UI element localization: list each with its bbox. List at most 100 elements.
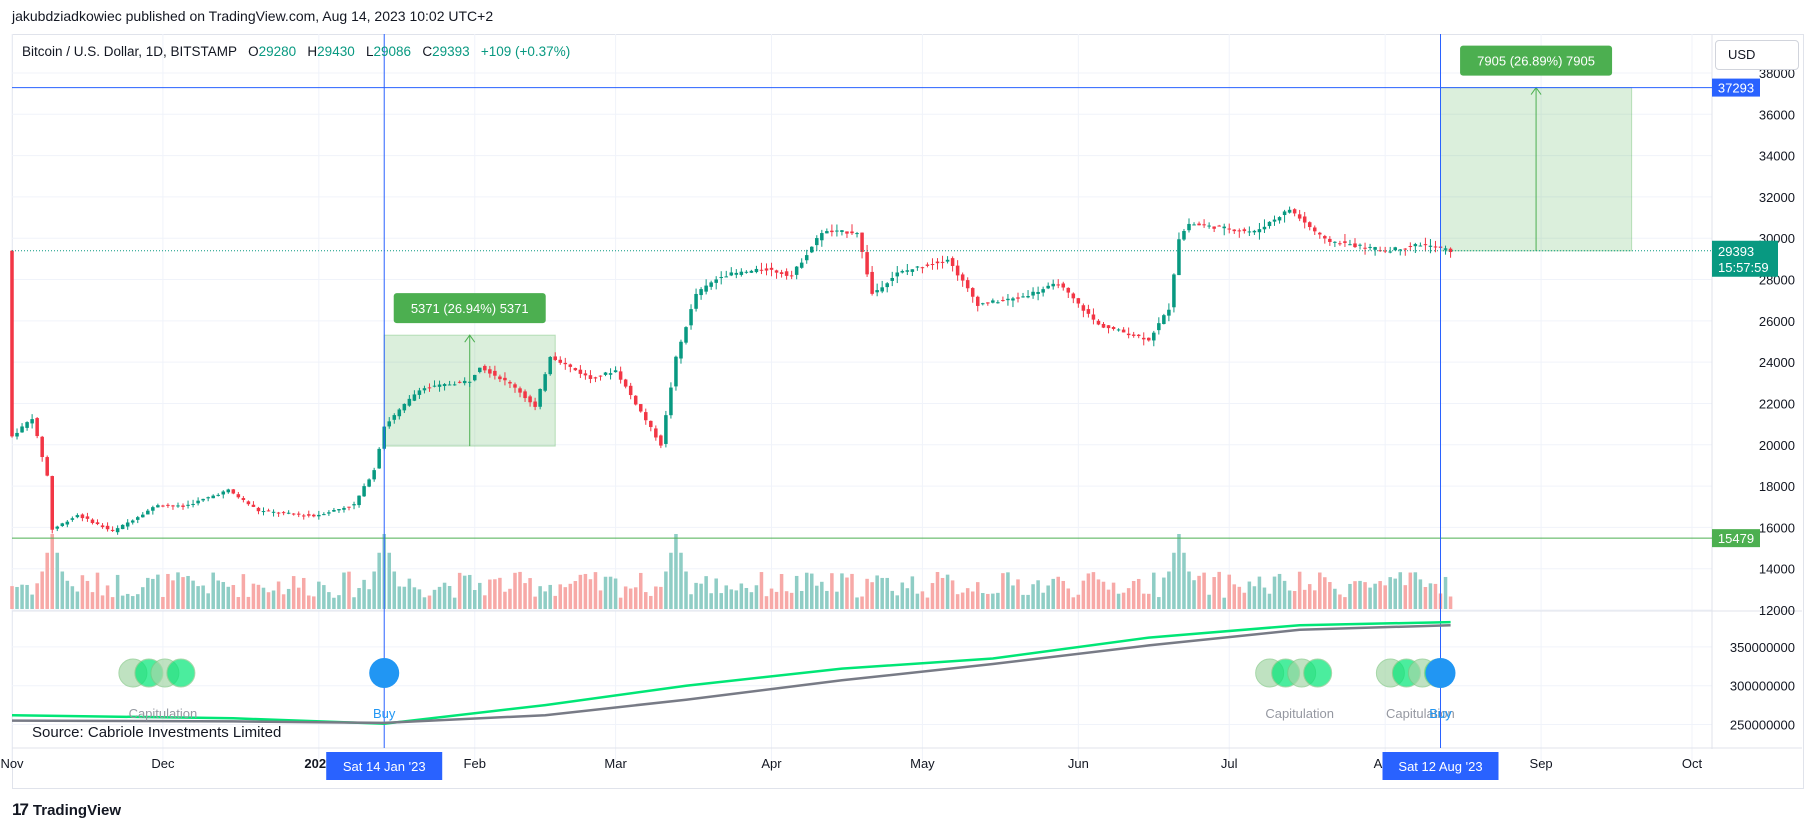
tradingview-logo[interactable]: 17 TradingView [12, 800, 121, 820]
volume-bar [1433, 583, 1438, 609]
candle-body [779, 272, 784, 274]
candle-body [1011, 298, 1015, 301]
symbol-legend[interactable]: Bitcoin / U.S. Dollar, 1D, BITSTAMP O292… [22, 44, 570, 59]
candle-body [633, 395, 638, 405]
candle-body [1398, 249, 1403, 251]
volume-bar [201, 585, 205, 609]
volume-bar [714, 578, 718, 609]
candle-body [357, 495, 361, 506]
volume-bar [965, 588, 970, 609]
buy-signal-dot[interactable] [1425, 658, 1456, 688]
candle-body [784, 271, 789, 276]
candle-body [286, 512, 291, 514]
volume-bar [181, 577, 185, 609]
volume-bar [452, 597, 457, 609]
volume-bar [573, 581, 578, 609]
volume-bar [1116, 593, 1121, 609]
candle-body [709, 282, 713, 287]
volume-bar [1373, 583, 1377, 609]
volume-bar [754, 585, 759, 609]
volume-bar [216, 580, 220, 609]
volume-bar [608, 576, 613, 609]
candle-body [105, 525, 110, 530]
candle-body [714, 279, 718, 283]
volume-bar [1297, 571, 1302, 609]
candle-body [146, 510, 150, 515]
volume-bar [1202, 572, 1206, 609]
candle-body [820, 233, 824, 241]
volume-bar [1182, 552, 1186, 609]
volume-bar [669, 552, 673, 609]
volume-bar [598, 590, 603, 609]
candle-body [1016, 297, 1020, 299]
candle-body [523, 391, 527, 399]
candle-body [447, 384, 452, 386]
volume-bar [342, 572, 346, 609]
current-price-label: 29393 [1718, 244, 1754, 259]
volume-bar [206, 593, 210, 609]
buy-signal-dot[interactable] [369, 658, 400, 688]
volume-bar [794, 575, 799, 609]
candle-body [774, 270, 779, 273]
candle-body [679, 341, 683, 359]
measure-label-box [1460, 45, 1613, 76]
volume-bar [910, 576, 915, 609]
volume-bar [251, 583, 256, 609]
volume-bar [40, 571, 44, 609]
volume-bar [1026, 594, 1030, 609]
volume-bar [50, 534, 54, 609]
capitulation-signal-dot[interactable] [166, 658, 196, 688]
currency-selector[interactable]: USD [1715, 40, 1799, 70]
volume-bar [1428, 583, 1433, 609]
volume-bar [774, 591, 779, 609]
price-tick-label: 26000 [1759, 314, 1795, 329]
candle-body [920, 267, 925, 269]
candle-body [553, 356, 557, 360]
volume-bar [613, 578, 618, 609]
volume-bar [221, 582, 226, 609]
volume-bar [422, 597, 427, 609]
candle-body [578, 369, 583, 374]
volume-bar [45, 552, 49, 609]
volume-bar [1348, 583, 1352, 609]
candle-body [689, 309, 693, 326]
volume-bar [1046, 585, 1050, 609]
candle-body [1358, 244, 1362, 246]
volume-bar [1423, 586, 1428, 609]
high-label: H [307, 44, 318, 59]
volume-bar [991, 593, 995, 609]
candle-body [1061, 283, 1066, 288]
volume-bar [568, 583, 573, 609]
candle-body [1202, 224, 1206, 226]
candle-body [1046, 285, 1050, 289]
volume-bar [920, 591, 925, 609]
candle-body [442, 384, 447, 387]
candle-body [1232, 229, 1237, 232]
candle-body [950, 258, 955, 266]
volume-bar [1287, 590, 1292, 609]
candle-body [422, 388, 427, 391]
candle-body [1353, 243, 1357, 248]
candle-body [1136, 334, 1141, 337]
candle-body [211, 495, 215, 499]
candle-body [1257, 229, 1262, 233]
candle-body [337, 509, 341, 511]
volume-bar [759, 572, 764, 609]
volume-bar [865, 578, 869, 609]
volume-bar [60, 571, 65, 609]
candle-body [412, 394, 417, 401]
candle-body [1026, 296, 1030, 298]
candle-body [10, 250, 14, 437]
volume-bar [125, 593, 130, 609]
candle-body [865, 252, 869, 275]
volume-bar [915, 593, 920, 609]
candle-body [236, 494, 241, 498]
candle-body [467, 381, 472, 383]
candle-body [548, 357, 552, 375]
candle-body [895, 272, 900, 277]
capitulation-signal-dot[interactable] [1303, 658, 1333, 688]
volume-bar [880, 577, 884, 609]
candle-body [825, 231, 829, 234]
candle-body [684, 327, 688, 343]
